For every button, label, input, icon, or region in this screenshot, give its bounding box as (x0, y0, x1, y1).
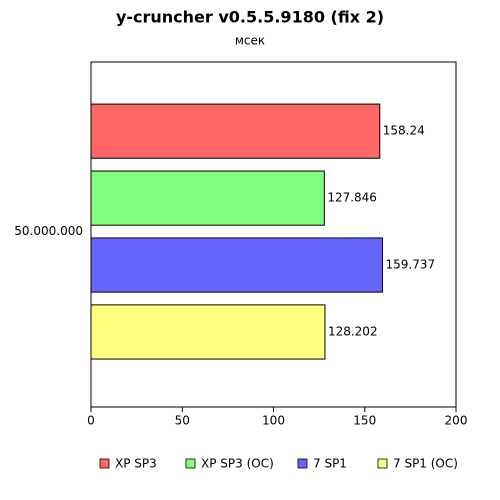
y-tick-label: 50.000.000 (14, 224, 83, 238)
legend-swatch (297, 458, 308, 469)
legend-swatch (185, 458, 196, 469)
bar (90, 237, 384, 293)
legend-label: 7 SP1 (313, 457, 347, 471)
chart-subtitle: мсек (235, 34, 265, 48)
legend-swatch (377, 458, 388, 469)
x-tick-label: 50 (175, 414, 190, 428)
x-tick-label: 0 (87, 414, 95, 428)
chart-title: y-cruncher v0.5.5.9180 (fix 2) (116, 8, 384, 27)
value-label: 159.737 (386, 258, 436, 272)
x-tick-label: 100 (262, 414, 285, 428)
legend-swatch (99, 458, 110, 469)
value-label: 127.846 (327, 191, 377, 205)
x-tick-label: 200 (445, 414, 468, 428)
legend-label: 7 SP1 (OC) (393, 457, 458, 471)
value-label: 128.202 (328, 324, 378, 338)
bar (90, 103, 381, 159)
legend-label: XP SP3 (OC) (201, 457, 274, 471)
value-label: 158.24 (383, 124, 425, 138)
legend-label: XP SP3 (115, 457, 157, 471)
bar (90, 170, 325, 226)
bar (90, 304, 326, 360)
x-tick-label: 150 (353, 414, 376, 428)
